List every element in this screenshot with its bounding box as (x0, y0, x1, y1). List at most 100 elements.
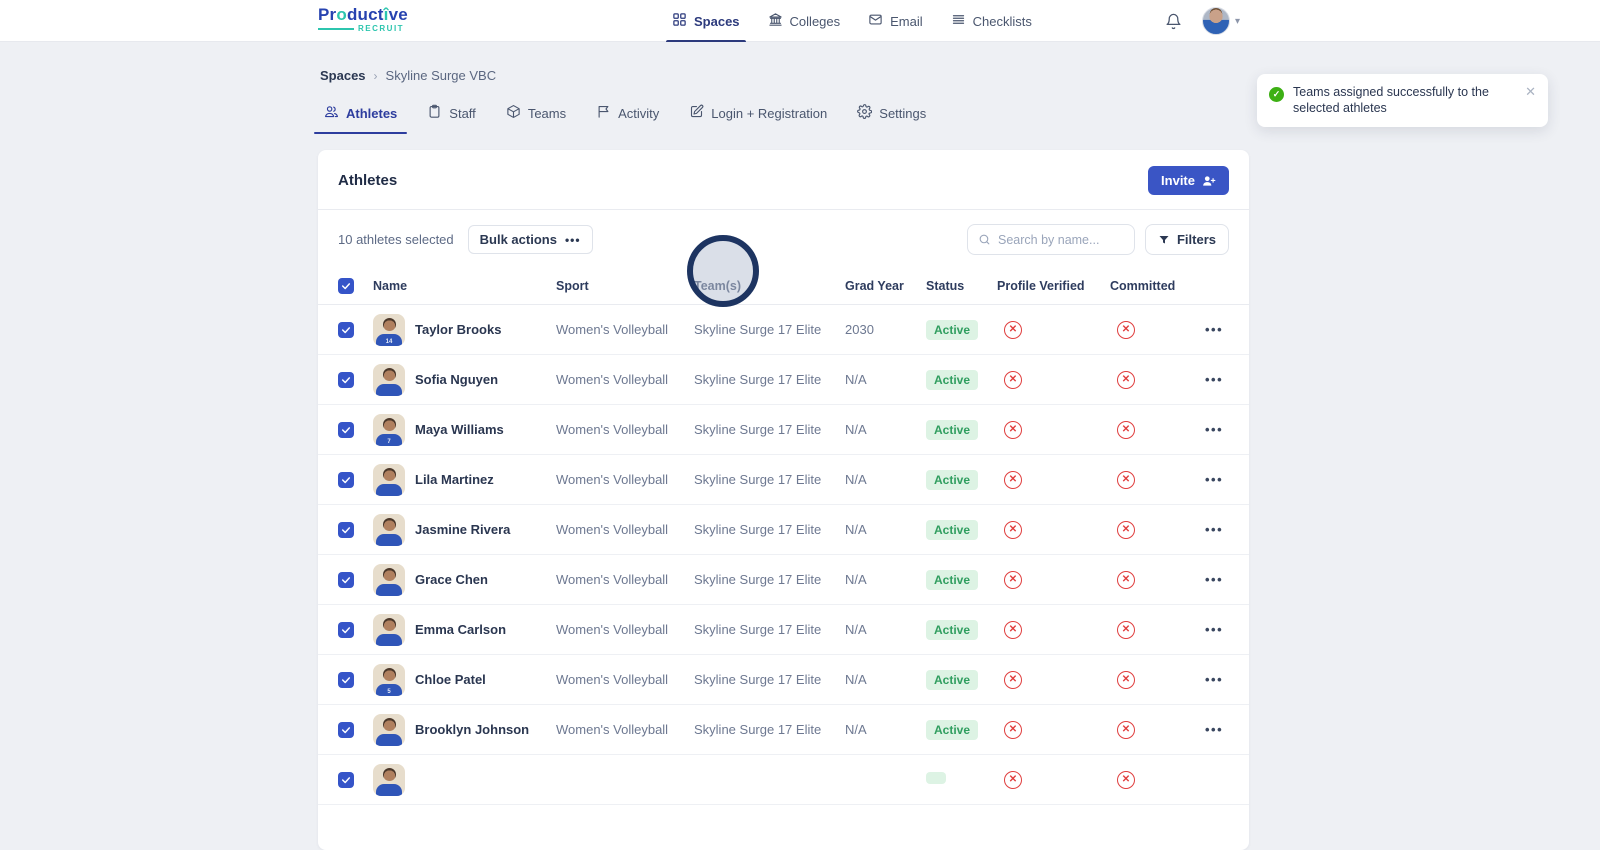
row-checkbox[interactable] (338, 522, 354, 538)
not-verified-icon: ✕ (1004, 671, 1022, 689)
user-avatar (1202, 7, 1230, 35)
col-grad-year: Grad Year (845, 279, 926, 293)
page-title: Athletes (338, 172, 397, 189)
selection-count: 10 athletes selected (338, 232, 454, 247)
person-plus-icon (1202, 174, 1216, 188)
col-committed: Committed (1110, 279, 1205, 293)
brand-name: Productîve (318, 6, 408, 23)
athlete-name[interactable]: Chloe Patel (415, 672, 486, 687)
not-verified-icon: ✕ (1004, 321, 1022, 339)
cube-icon (506, 104, 521, 122)
table-row: 7 Maya Williams Women's Volleyball Skyli… (318, 405, 1249, 455)
bulk-actions-button[interactable]: Bulk actions ••• (468, 225, 593, 254)
not-verified-icon: ✕ (1004, 771, 1022, 789)
tab-teams[interactable]: Teams (504, 96, 568, 130)
athlete-avatar (373, 564, 405, 596)
not-verified-icon: ✕ (1004, 721, 1022, 739)
athlete-sport: Women's Volleyball (556, 522, 694, 537)
row-menu-button[interactable]: ••• (1205, 522, 1229, 537)
not-committed-icon: ✕ (1117, 421, 1135, 439)
row-checkbox[interactable] (338, 372, 354, 388)
not-committed-icon: ✕ (1117, 321, 1135, 339)
grid-icon (672, 12, 687, 30)
row-checkbox[interactable] (338, 472, 354, 488)
row-menu-button[interactable]: ••• (1205, 622, 1229, 637)
athlete-name[interactable]: Taylor Brooks (415, 322, 501, 337)
row-menu-button[interactable]: ••• (1205, 472, 1229, 487)
tab-settings[interactable]: Settings (855, 96, 928, 130)
breadcrumb-spaces[interactable]: Spaces (320, 68, 366, 83)
success-toast: ✓ Teams assigned successfully to the sel… (1257, 74, 1548, 127)
nav-item-colleges[interactable]: Colleges (768, 0, 841, 42)
filters-button[interactable]: Filters (1145, 224, 1229, 255)
athlete-sport: Women's Volleyball (556, 722, 694, 737)
athlete-sport: Women's Volleyball (556, 622, 694, 637)
brand-underline (318, 28, 354, 30)
nav-item-email[interactable]: Email (868, 0, 923, 42)
status-badge: Active (926, 620, 978, 640)
tab-label: Athletes (346, 106, 397, 121)
athlete-teams: Skyline Surge 17 Elite (694, 572, 845, 587)
row-menu-button[interactable]: ••• (1205, 422, 1229, 437)
athlete-name[interactable]: Maya Williams (415, 422, 504, 437)
tab-athletes[interactable]: Athletes (322, 96, 399, 130)
tab-staff[interactable]: Staff (425, 96, 478, 130)
status-badge: Active (926, 720, 978, 740)
space-tabs: Athletes Staff Teams Activity Login + Regist… (322, 96, 928, 130)
table-row: 5 Chloe Patel Women's Volleyball Skyline… (318, 655, 1249, 705)
athlete-grad-year: N/A (845, 422, 926, 437)
envelope-icon (868, 12, 883, 30)
not-committed-icon: ✕ (1117, 371, 1135, 389)
success-check-icon: ✓ (1269, 87, 1284, 102)
table-row: Brooklyn Johnson Women's Volleyball Skyl… (318, 705, 1249, 755)
athlete-name[interactable]: Jasmine Rivera (415, 522, 510, 537)
select-all-checkbox[interactable] (338, 278, 354, 294)
athlete-avatar (373, 514, 405, 546)
table-row: Grace Chen Women's Volleyball Skyline Su… (318, 555, 1249, 605)
row-checkbox[interactable] (338, 722, 354, 738)
invite-button[interactable]: Invite (1148, 166, 1229, 195)
filter-icon (1158, 234, 1170, 246)
invite-label: Invite (1161, 173, 1195, 188)
athlete-name[interactable]: Lila Martinez (415, 472, 494, 487)
notifications-bell-icon[interactable] (1165, 13, 1182, 30)
row-checkbox[interactable] (338, 322, 354, 338)
toast-close-icon[interactable]: ✕ (1525, 85, 1536, 98)
not-committed-icon: ✕ (1117, 471, 1135, 489)
athlete-name[interactable]: Grace Chen (415, 572, 488, 587)
tab-activity[interactable]: Activity (594, 96, 661, 130)
nav-item-checklists[interactable]: Checklists (951, 0, 1032, 42)
row-menu-button[interactable]: ••• (1205, 372, 1229, 387)
primary-nav: Spaces Colleges Email Checklists (672, 0, 1032, 42)
row-checkbox[interactable] (338, 672, 354, 688)
brand-logo[interactable]: Productîve RECRUIT (318, 6, 408, 33)
nav-item-spaces[interactable]: Spaces (672, 0, 740, 42)
status-badge: Active (926, 420, 978, 440)
search-input[interactable] (998, 233, 1124, 247)
tab-login-registration[interactable]: Login + Registration (687, 96, 829, 130)
athlete-teams: Skyline Surge 17 Elite (694, 372, 845, 387)
row-menu-button[interactable]: ••• (1205, 722, 1229, 737)
user-menu[interactable]: ▾ (1202, 7, 1240, 35)
athletes-panel: Athletes Invite 10 athletes selected Bul… (318, 150, 1249, 850)
athlete-name[interactable]: Sofia Nguyen (415, 372, 498, 387)
athlete-teams: Skyline Surge 17 Elite (694, 622, 845, 637)
athlete-teams: Skyline Surge 17 Elite (694, 422, 845, 437)
row-menu-button[interactable]: ••• (1205, 572, 1229, 587)
row-menu-button[interactable]: ••• (1205, 322, 1229, 337)
table-header: Name Sport Team(s) Grad Year Status Prof… (318, 267, 1249, 305)
athlete-avatar (373, 764, 405, 796)
athlete-name[interactable]: Brooklyn Johnson (415, 722, 529, 737)
row-checkbox[interactable] (338, 422, 354, 438)
row-checkbox[interactable] (338, 772, 354, 788)
row-menu-button[interactable]: ••• (1205, 672, 1229, 687)
athlete-name[interactable]: Emma Carlson (415, 622, 506, 637)
not-committed-icon: ✕ (1117, 521, 1135, 539)
filters-label: Filters (1177, 232, 1216, 247)
row-checkbox[interactable] (338, 622, 354, 638)
athlete-avatar (373, 614, 405, 646)
row-checkbox[interactable] (338, 572, 354, 588)
table-row: 14 Taylor Brooks Women's Volleyball Skyl… (318, 305, 1249, 355)
tab-label: Settings (879, 106, 926, 121)
tab-label: Activity (618, 106, 659, 121)
